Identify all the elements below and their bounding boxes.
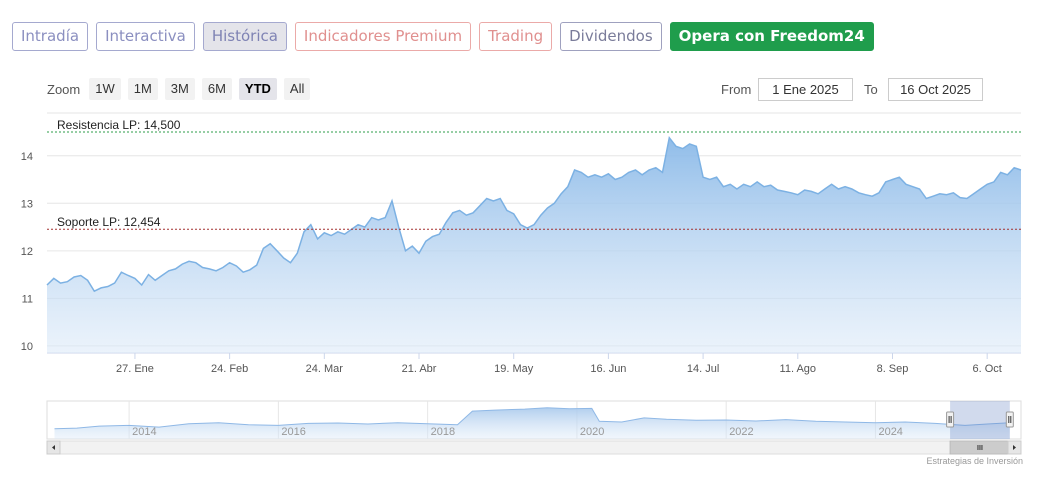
arrow-left-icon [52,445,55,450]
price-area [46,135,1022,353]
navigator-tick-label: 2014 [132,426,156,438]
series-line [46,135,1022,293]
x-tick-label: 16. Jun [590,363,626,375]
navigator-tick-label: 2018 [431,426,455,438]
annotation-label: Soporte LP: 12,454 [57,215,161,229]
from-label: From [721,82,752,97]
x-tick-label: 24. Mar [306,363,344,375]
tab-dividendos[interactable]: Dividendos [560,22,662,51]
zoom-all-button[interactable]: All [283,78,311,100]
zoom-toolbar: Zoom 1W 1M 3M 6M YTD All [47,78,312,100]
navigator-tick-label: 2016 [281,426,305,438]
x-tick-label: 14. Jul [687,363,719,375]
to-label: To [864,82,878,97]
x-tick-label: 19. May [494,363,534,375]
navigator-tick-label: 2024 [878,426,902,438]
x-tick-label: 24. Feb [211,363,248,375]
navigator-window[interactable] [950,401,1010,439]
tab-histórica[interactable]: Histórica [202,22,287,51]
tab-trading[interactable]: Trading [479,22,553,51]
to-date-input[interactable]: 16 Oct 2025 [888,78,983,101]
annotation-lines: Resistencia LP: 14,500 Soporte LP: 12,454 [47,118,1021,230]
x-tick-label: 11. Ago [780,363,817,375]
navigator[interactable]: 2014 2016 2018 2020 2022 2024 [46,400,1022,455]
zoom-1m-button[interactable]: 1M [127,78,158,100]
navigator-tick-label: 2020 [580,426,604,438]
x-tick-label: 8. Sep [877,363,909,375]
x-tick-label: 27. Ene [116,363,154,375]
navigator-tick-label: 2022 [729,426,753,438]
zoom-6m-button[interactable]: 6M [201,78,232,100]
tab-indicadores-premium[interactable]: Indicadores Premium [294,22,472,51]
navigator-area [54,407,1010,439]
series-area [47,137,1021,353]
y-axis: 10 11 12 13 14 [21,151,33,353]
y-tick-label: 10 [21,341,33,353]
y-tick-label: 13 [21,198,33,210]
x-tick-label: 6. Oct [973,363,1002,375]
tab-bar: Intradía Interactiva Histórica Indicadores … [12,22,874,51]
from-date-input[interactable]: 1 Ene 2025 [758,78,853,101]
annotation-label: Resistencia LP: 14,500 [57,118,181,132]
arrow-right-icon [1013,445,1016,450]
x-tick-label: 21. Abr [402,363,437,375]
scrollbar-track[interactable] [46,440,1022,455]
navigator-handle-right[interactable] [1005,411,1014,428]
zoom-1w-button[interactable]: 1W [89,78,121,100]
zoom-ytd-button[interactable]: YTD [238,78,277,100]
tab-opera-con-freedom24[interactable]: Opera con Freedom24 [669,22,874,51]
y-tick-label: 11 [22,293,33,305]
tab-intradía[interactable]: Intradía [12,22,89,51]
zoom-label: Zoom [47,81,81,97]
tab-interactiva[interactable]: Interactiva [96,22,195,51]
y-tick-label: 14 [21,151,33,163]
navigator-handle-left[interactable] [946,411,955,428]
y-tick-label: 12 [21,246,33,258]
x-axis: 27. Ene 24. Feb 24. Mar 21. Abr 19. May 16. J… [116,353,1002,375]
credit-text: Estrategias de Inversión [926,456,1023,466]
navigator-line [54,407,1010,430]
zoom-3m-button[interactable]: 3M [164,78,195,100]
